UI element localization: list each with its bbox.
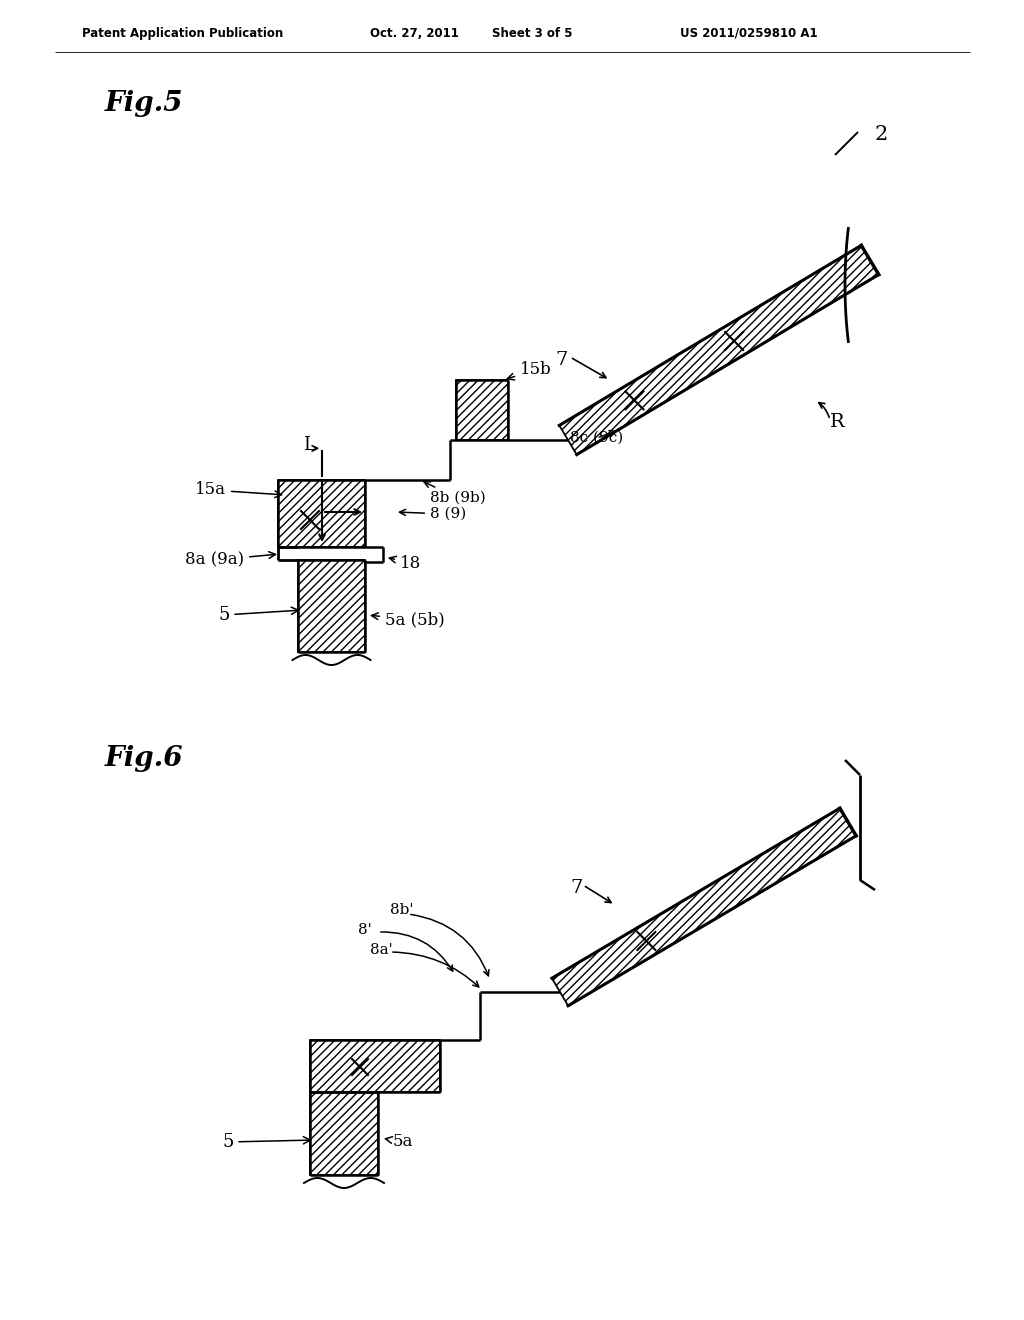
Text: 18: 18 <box>389 554 421 572</box>
Text: 2: 2 <box>874 125 888 144</box>
Polygon shape <box>310 1040 440 1092</box>
Text: 8c (9c): 8c (9c) <box>570 430 624 445</box>
Text: 7: 7 <box>570 879 583 898</box>
Text: 5: 5 <box>222 1133 310 1151</box>
Polygon shape <box>298 560 365 652</box>
Text: 8a': 8a' <box>370 942 393 957</box>
Polygon shape <box>552 808 856 1006</box>
Text: 8b (9b): 8b (9b) <box>424 482 485 506</box>
Text: Fig.5: Fig.5 <box>105 90 183 117</box>
Text: L: L <box>303 436 314 454</box>
Polygon shape <box>559 246 879 454</box>
Text: US 2011/0259810 A1: US 2011/0259810 A1 <box>680 26 817 40</box>
Text: 15a: 15a <box>195 482 282 499</box>
Text: 5a: 5a <box>385 1134 414 1151</box>
Text: 8 (9): 8 (9) <box>399 507 466 521</box>
Text: 8a (9a): 8a (9a) <box>185 552 275 569</box>
Text: 7: 7 <box>555 351 567 370</box>
Text: Sheet 3 of 5: Sheet 3 of 5 <box>492 26 572 40</box>
Polygon shape <box>278 480 365 546</box>
Text: 15b: 15b <box>507 362 552 380</box>
Text: R: R <box>830 413 845 432</box>
Text: 5a (5b): 5a (5b) <box>372 611 444 628</box>
Text: Patent Application Publication: Patent Application Publication <box>82 26 284 40</box>
Text: Fig.6: Fig.6 <box>105 744 183 772</box>
Polygon shape <box>456 380 508 440</box>
Text: 5: 5 <box>218 606 299 624</box>
Polygon shape <box>310 1092 378 1175</box>
Text: Oct. 27, 2011: Oct. 27, 2011 <box>370 26 459 40</box>
Text: 8': 8' <box>358 923 372 937</box>
Text: 8b': 8b' <box>390 903 414 917</box>
